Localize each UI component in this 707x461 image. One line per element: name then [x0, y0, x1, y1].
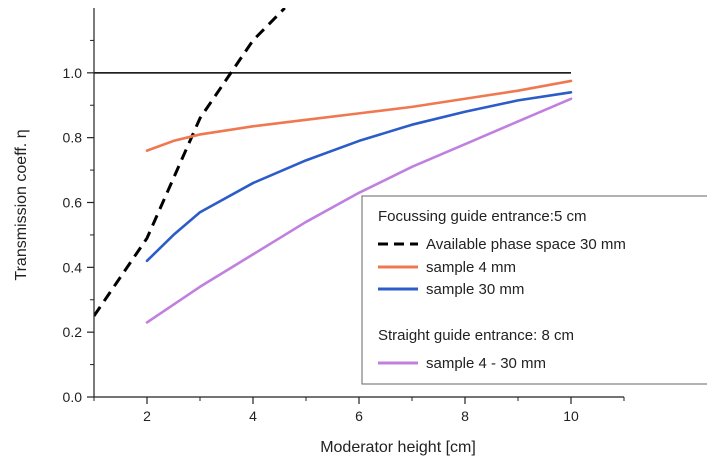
series-layer: [94, 8, 573, 324]
legend-heading-straight: Straight guide entrance: 8 cm: [378, 327, 574, 344]
x-axis-ticks: 2 4 6 8 10: [93, 397, 625, 424]
y-tick-label: 0.4: [63, 259, 83, 275]
legend-label-sample-4-30mm: sample 4 - 30 mm: [426, 355, 546, 372]
legend: Focussing guide entrance:5 cm Available …: [361, 195, 707, 385]
y-axis-ticks: 0.0 0.2 0.4 0.6 0.8 1.0: [63, 39, 94, 405]
legend-heading-focussing: Focussing guide entrance:5 cm: [378, 208, 586, 225]
x-tick-label: 6: [355, 408, 363, 424]
series-line-sample-4mm: [145, 79, 573, 152]
y-tick-label: 0.8: [63, 130, 83, 146]
x-tick-label: 2: [143, 408, 151, 424]
plot-area: 2 4 6 8 10 0.0 0.2 0.4 0.6 0.8 1.0: [63, 8, 625, 424]
y-tick-label: 1.0: [63, 65, 83, 81]
legend-label-phase-space: Available phase space 30 mm: [426, 236, 626, 253]
y-tick-label: 0.6: [63, 195, 83, 211]
x-tick-label: 10: [563, 408, 579, 424]
x-tick-label: 8: [461, 408, 469, 424]
y-tick-label: 0.0: [63, 389, 83, 405]
x-tick-label: 4: [249, 408, 257, 424]
series-line-sample-30mm: [145, 90, 573, 263]
series-line-sample-4-30mm: [145, 97, 573, 324]
legend-label-sample-30mm: sample 30 mm: [426, 281, 524, 298]
y-tick-label: 0.2: [63, 324, 83, 340]
legend-box: [361, 195, 707, 385]
x-axis-title: Moderator height [cm]: [320, 439, 476, 456]
legend-label-sample-4mm: sample 4 mm: [426, 259, 516, 276]
series-line-phase-space: [94, 8, 286, 317]
y-axis-title: Transmission coeff. η: [13, 129, 30, 280]
